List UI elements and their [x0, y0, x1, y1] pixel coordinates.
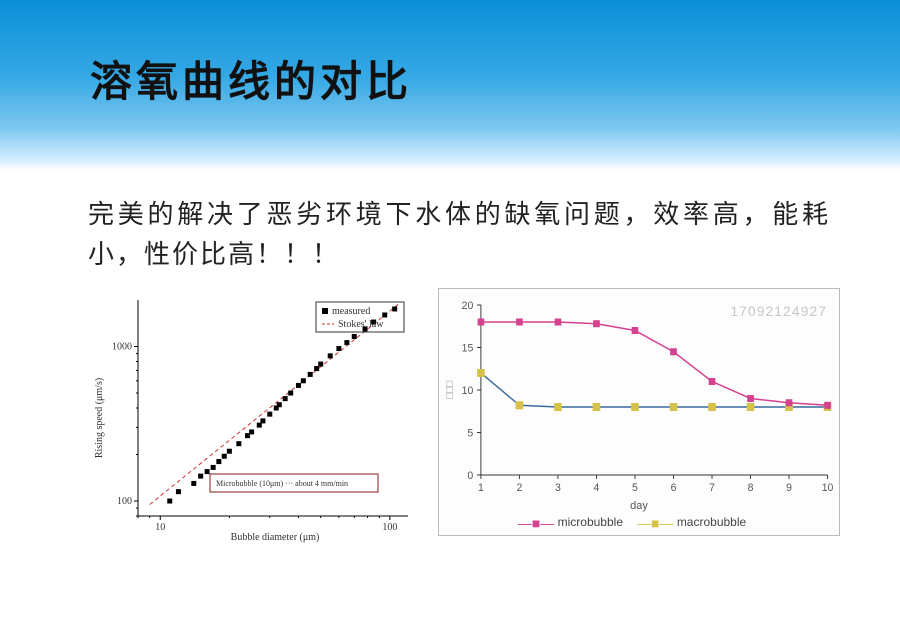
- svg-text:measured: measured: [332, 306, 370, 317]
- svg-text:6: 6: [671, 482, 677, 494]
- svg-text:□□□: □□□: [445, 381, 456, 399]
- right-chart-svg: 0 5 10 15 20 1 2 3 4 5 6 7 8 9 10 □□□: [439, 289, 839, 499]
- svg-text:7: 7: [709, 482, 715, 494]
- svg-text:10: 10: [155, 522, 165, 533]
- left-ylabel: Rising speed (μm/s): [94, 378, 105, 458]
- svg-text:15: 15: [462, 342, 474, 354]
- svg-text:10: 10: [462, 385, 474, 397]
- watermark-text: 17092124927: [730, 303, 827, 319]
- left-xlabel: Bubble diameter (μm): [231, 532, 320, 543]
- header-banner: 溶氧曲线的对比: [0, 0, 900, 170]
- svg-text:1: 1: [478, 482, 484, 494]
- svg-text:5: 5: [467, 427, 473, 439]
- svg-text:4: 4: [594, 482, 600, 494]
- right-xlabel: day: [439, 500, 839, 512]
- svg-text:3: 3: [555, 482, 561, 494]
- charts-row: 101001001000measuredStokes' lawMicrobubb…: [0, 288, 900, 608]
- svg-text:20: 20: [462, 300, 474, 312]
- svg-text:Stokes' law: Stokes' law: [338, 319, 384, 330]
- svg-text:10: 10: [822, 482, 834, 494]
- svg-text:2: 2: [517, 482, 523, 494]
- svg-text:0: 0: [467, 470, 473, 482]
- svg-text:100: 100: [382, 522, 397, 533]
- svg-text:5: 5: [632, 482, 638, 494]
- slide-title: 溶氧曲线的对比: [90, 48, 412, 109]
- left-scatter-chart: 10 100 100 1000 measured Stokes' law Microbubb…: [90, 288, 420, 548]
- svg-text:100: 100: [117, 496, 132, 507]
- svg-text:Microbubble (10μm) ··· about: Microbubble (10μm) ··· about 4 mm/min: [216, 479, 348, 488]
- slide-subtitle: 完美的解决了恶劣环境下水体的缺氧问题，效率高，能耗小，性价比高！！！: [88, 195, 830, 276]
- svg-text:8: 8: [748, 482, 754, 494]
- right-line-chart: 17092124927 0 5 10 15 20 1 2 3 4 5 6 7 8 9 10 □□□ day —…: [438, 288, 840, 536]
- right-legend: —■— microbubble—■— macrobubble: [439, 515, 839, 531]
- svg-text:9: 9: [786, 482, 792, 494]
- left-chart-svg: 10 100 100 1000 measured Stokes' law Microbubb…: [90, 288, 420, 548]
- svg-text:1000: 1000: [112, 342, 132, 353]
